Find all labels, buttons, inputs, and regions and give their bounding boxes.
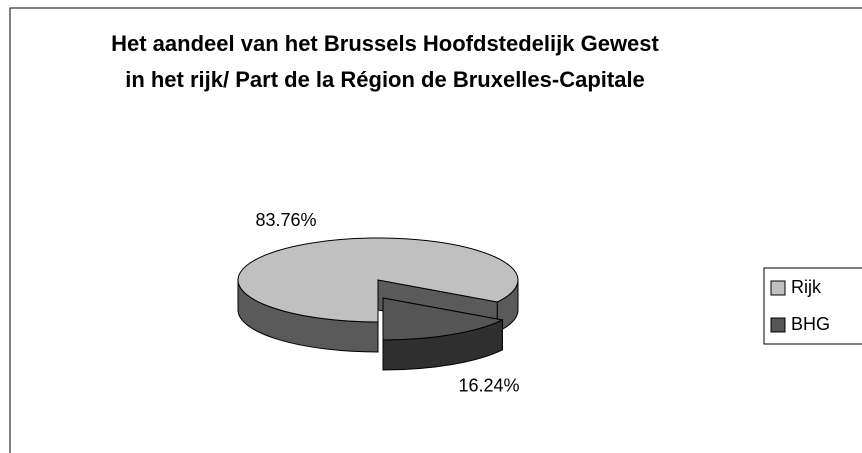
chart-frame [9,7,862,453]
legend-swatch [770,280,786,296]
legend-swatch [770,317,786,333]
slice [382,297,504,371]
slice [382,297,504,341]
slice [237,237,519,323]
data-label: 16.24% [458,375,519,395]
data-label: 83.76% [255,210,316,230]
legend-label: BHG [791,314,830,334]
legend-label: Rijk [791,277,822,297]
pie: 83.76% 16.24% [237,210,520,395]
chart-title: Het aandeel van het Brussels Hoofdstedel… [111,31,659,92]
legend: Rijk BHG [770,277,830,334]
